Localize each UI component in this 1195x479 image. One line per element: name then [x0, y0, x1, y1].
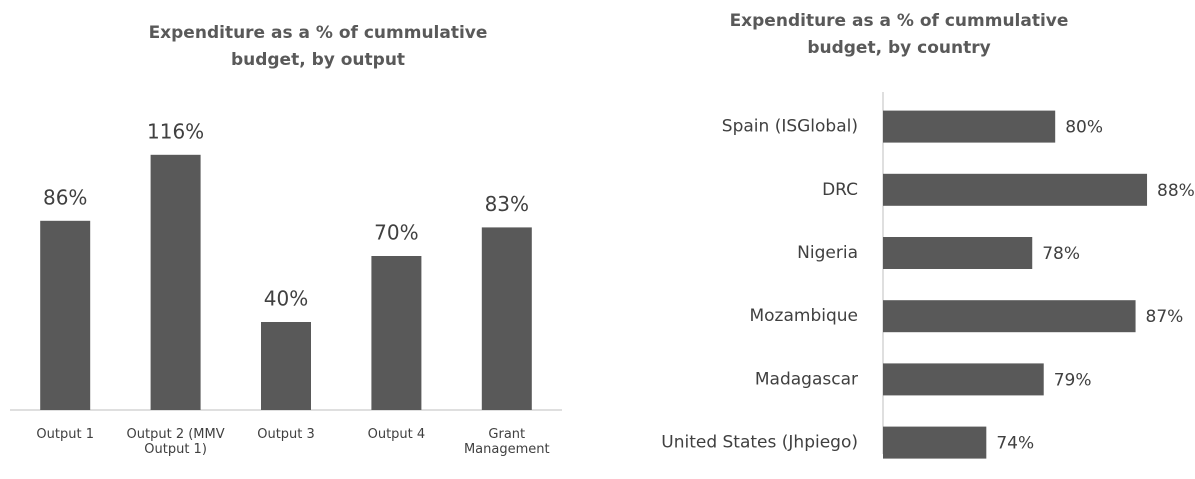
x-tick-label: Output 1	[36, 427, 94, 442]
data-label: 78%	[1042, 244, 1080, 264]
data-label: 80%	[1065, 118, 1103, 138]
y-tick-label: Madagascar	[755, 369, 858, 389]
bar	[883, 237, 1033, 269]
data-label: 40%	[264, 287, 308, 311]
data-label: 74%	[996, 434, 1034, 454]
x-tick-label: Output 3	[257, 427, 315, 442]
data-label: 116%	[147, 119, 204, 143]
bar	[150, 154, 201, 410]
x-tick-label: Output 2 (MMV Output 1)	[126, 427, 225, 457]
y-tick-label: United States (Jhpiego)	[661, 433, 858, 453]
x-tick-label: Grant Management	[463, 427, 550, 457]
bar	[371, 256, 422, 410]
chart-title: Expenditure as a % of cummulative budget…	[148, 23, 488, 70]
bar	[883, 110, 1056, 143]
y-tick-label: Mozambique	[749, 306, 858, 326]
bar	[883, 173, 1148, 206]
chart-title: Expenditure as a % of cummulative budget…	[729, 11, 1069, 58]
bar	[883, 363, 1044, 396]
data-label: 87%	[1146, 307, 1184, 327]
data-label: 88%	[1157, 181, 1195, 201]
y-tick-label: DRC	[822, 180, 858, 200]
y-tick-label: Spain (ISGlobal)	[722, 117, 858, 137]
bar	[40, 220, 91, 410]
y-tick-label: Nigeria	[797, 243, 858, 263]
data-label: 83%	[485, 192, 529, 216]
bar	[883, 426, 987, 459]
bar	[481, 227, 532, 410]
data-label: 79%	[1054, 370, 1092, 390]
data-label: 70%	[374, 221, 418, 245]
bar	[883, 300, 1136, 333]
x-tick-label: Output 4	[367, 427, 426, 442]
data-label: 86%	[43, 185, 87, 209]
bar	[261, 322, 311, 410]
